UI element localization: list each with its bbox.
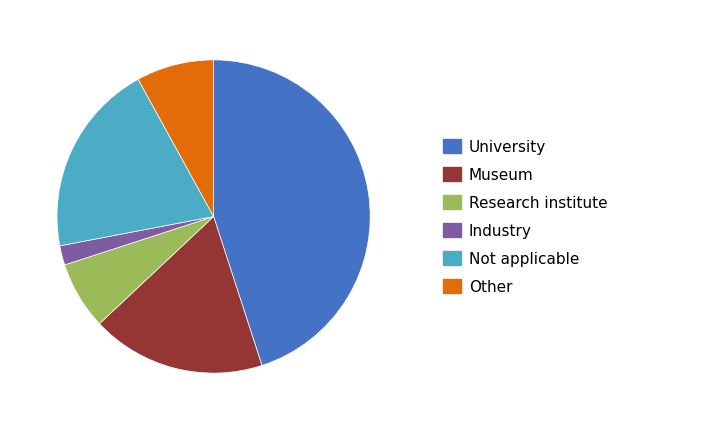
Wedge shape: [214, 61, 370, 365]
Wedge shape: [57, 80, 214, 246]
Wedge shape: [60, 217, 214, 265]
Wedge shape: [100, 217, 262, 373]
Wedge shape: [138, 61, 214, 217]
Wedge shape: [65, 217, 214, 324]
Legend: University, Museum, Research institute, Industry, Not applicable, Other: University, Museum, Research institute, …: [436, 133, 613, 301]
